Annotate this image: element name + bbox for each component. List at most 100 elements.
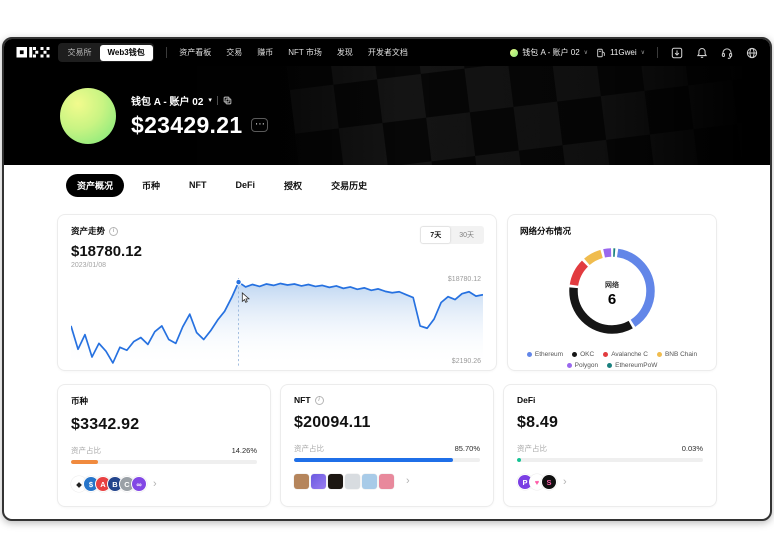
tab-1[interactable]: 资产概况 [66, 173, 125, 197]
donut-center-label: 网络 [605, 281, 619, 289]
expand-chevron-icon[interactable]: › [153, 477, 157, 490]
globe-icon[interactable] [745, 46, 758, 59]
wallet-switch-caret-icon[interactable]: ▾ [208, 97, 212, 104]
account-dropdown[interactable]: 钱包 A - 账户 02 ∨ [510, 47, 588, 58]
okx-logo[interactable] [16, 46, 50, 59]
ratio-percent: 14.26% [231, 446, 257, 455]
ratio-progress-bar [294, 458, 480, 462]
range-30d-button[interactable]: 30天 [459, 232, 474, 239]
asset-card-value: $3342.92 [71, 416, 140, 433]
asset-card-nft: NFT i $20094.11 资产占比 85.70% › [280, 384, 494, 507]
ratio-label: 资产占比 [294, 444, 324, 453]
wallet-avatar [60, 87, 116, 144]
trend-hover-date: 2023/01/08 [71, 262, 107, 269]
wallet-hero: 钱包 A - 账户 02 ▾ $23429.21 ⋯ [4, 66, 770, 165]
nav-menu-item-6[interactable]: 开发者文档 [367, 48, 408, 57]
expand-chevron-icon[interactable]: › [563, 475, 567, 488]
chevron-down-icon: ∨ [640, 50, 645, 56]
info-icon[interactable]: i [314, 395, 324, 405]
asset-card-title: DeFi [517, 395, 536, 405]
top-nav: 交易所 Web3钱包 资产看板 交易 赚币 NFT 市场 发现 开发者文档 钱包 A - … [4, 39, 770, 66]
nav-menu-item-2[interactable]: 交易 [226, 48, 243, 57]
legend-dot-icon [572, 352, 578, 357]
nav-menu-item-3[interactable]: 赚币 [257, 48, 274, 57]
wallet-name: 钱包 A - 账户 02 [131, 96, 204, 108]
toggle-web3-wallet[interactable]: Web3钱包 [99, 44, 153, 61]
account-label: 钱包 A - 账户 02 [522, 48, 580, 57]
network-legend: Ethereum OKC Avalanche C BNB Chain Polygon Et… [520, 351, 704, 369]
nav-menu-item-4[interactable]: NFT 市场 [288, 48, 322, 57]
ratio-label: 资产占比 [517, 444, 547, 453]
nft-thumbnail-6 [379, 474, 394, 489]
legend-dot-icon [607, 363, 613, 368]
tab-4[interactable]: DeFi [235, 180, 256, 190]
nav-menu-item-5[interactable]: 发现 [336, 48, 353, 57]
legend-item-bnb-chain: BNB Chain [656, 351, 697, 358]
ratio-percent: 0.03% [681, 444, 703, 453]
tab-2[interactable]: 币种 [142, 180, 161, 191]
asset-icons-row: › [294, 474, 480, 489]
asset-trend-card: 资产走势 i 7天 30天 $18780.12 2023/01/08 [57, 214, 497, 371]
ratio-progress-bar [71, 460, 257, 464]
nav-menu-item-1[interactable]: 资产看板 [179, 48, 212, 57]
nft-thumbnail-4 [345, 474, 360, 489]
info-icon[interactable]: i [109, 226, 119, 236]
hover-marker [235, 278, 242, 286]
nav-menu: 资产看板 交易 赚币 NFT 市场 发现 开发者文档 [179, 47, 408, 58]
trend-line [71, 281, 483, 364]
asset-card-value: $8.49 [517, 414, 559, 431]
expand-chevron-icon[interactable]: › [406, 475, 410, 487]
coins-token-icon-6: ∞ [131, 476, 147, 492]
nft-thumbnail-2 [311, 474, 326, 489]
copy-address-icon[interactable] [223, 96, 232, 105]
qr-download-icon[interactable] [670, 46, 683, 59]
donut-segment-okc [569, 248, 655, 334]
legend-item-ethereum: Ethereum [526, 351, 563, 358]
asset-icons-row: ◆ $ A B C ∞ › [71, 476, 257, 492]
legend-item-ethereumpow: EthereumPoW [607, 362, 657, 369]
nft-thumbnail-5 [362, 474, 377, 489]
donut-center-value: 6 [607, 290, 617, 308]
nav-divider [657, 47, 658, 58]
network-donut-chart: 网络 6 [566, 245, 658, 342]
donut-segment-ethereum [569, 248, 655, 334]
gas-indicator[interactable]: 11Gwei ∨ [596, 48, 645, 58]
legend-dot-icon [526, 352, 532, 357]
asset-card-coins: 币种 $3342.92 资产占比 14.26% ◆ $ A B C ∞ › [57, 384, 271, 507]
asset-card-value: $20094.11 [294, 414, 371, 431]
nft-thumbnail-1 [294, 474, 309, 489]
trend-chart-svg [71, 278, 483, 366]
donut-segments [569, 248, 655, 334]
chart-min-label: $2190.26 [451, 358, 481, 365]
nav-icon-group [670, 46, 758, 59]
ratio-label: 资产占比 [71, 446, 101, 455]
gas-price-label: 11Gwei [610, 48, 637, 57]
asset-icons-row: P ♥ S › [517, 474, 703, 490]
toggle-exchange[interactable]: 交易所 [67, 48, 92, 57]
asset-card-defi: DeFi $8.49 资产占比 0.03% P ♥ S › [503, 384, 717, 507]
range-toggle: 7天 30天 [420, 226, 484, 244]
app-window: 交易所 Web3钱包 资产看板 交易 赚币 NFT 市场 发现 开发者文档 钱包 A - … [2, 37, 772, 521]
more-actions-button[interactable]: ⋯ [251, 118, 269, 132]
bell-icon[interactable] [695, 46, 708, 59]
ratio-percent: 85.70% [454, 444, 480, 453]
tab-3[interactable]: NFT [189, 180, 207, 190]
asset-card-title: NFT [294, 395, 311, 405]
legend-dot-icon [566, 363, 572, 368]
hero-divider [216, 95, 218, 105]
trend-card-title: 资产走势 [71, 226, 106, 236]
chart-max-label: $18780.12 [447, 276, 481, 283]
defi-token-icon-3: S [541, 474, 557, 490]
range-7d-button[interactable]: 7天 [421, 227, 451, 243]
trend-chart[interactable]: $18780.12 $2190.26 [71, 276, 483, 366]
account-avatar-dot [510, 48, 519, 57]
tab-5[interactable]: 授权 [284, 180, 303, 191]
legend-dot-icon [656, 352, 662, 357]
chevron-down-icon: ∨ [583, 50, 589, 56]
headset-icon[interactable] [720, 46, 733, 59]
trend-area [71, 282, 483, 366]
tab-6[interactable]: 交易历史 [331, 180, 368, 191]
product-toggle: 交易所 Web3钱包 [58, 43, 155, 62]
trend-hover-value: $18780.12 [71, 243, 142, 260]
section-tabs: 资产概况 币种 NFT DeFi 授权 交易历史 [4, 165, 770, 205]
